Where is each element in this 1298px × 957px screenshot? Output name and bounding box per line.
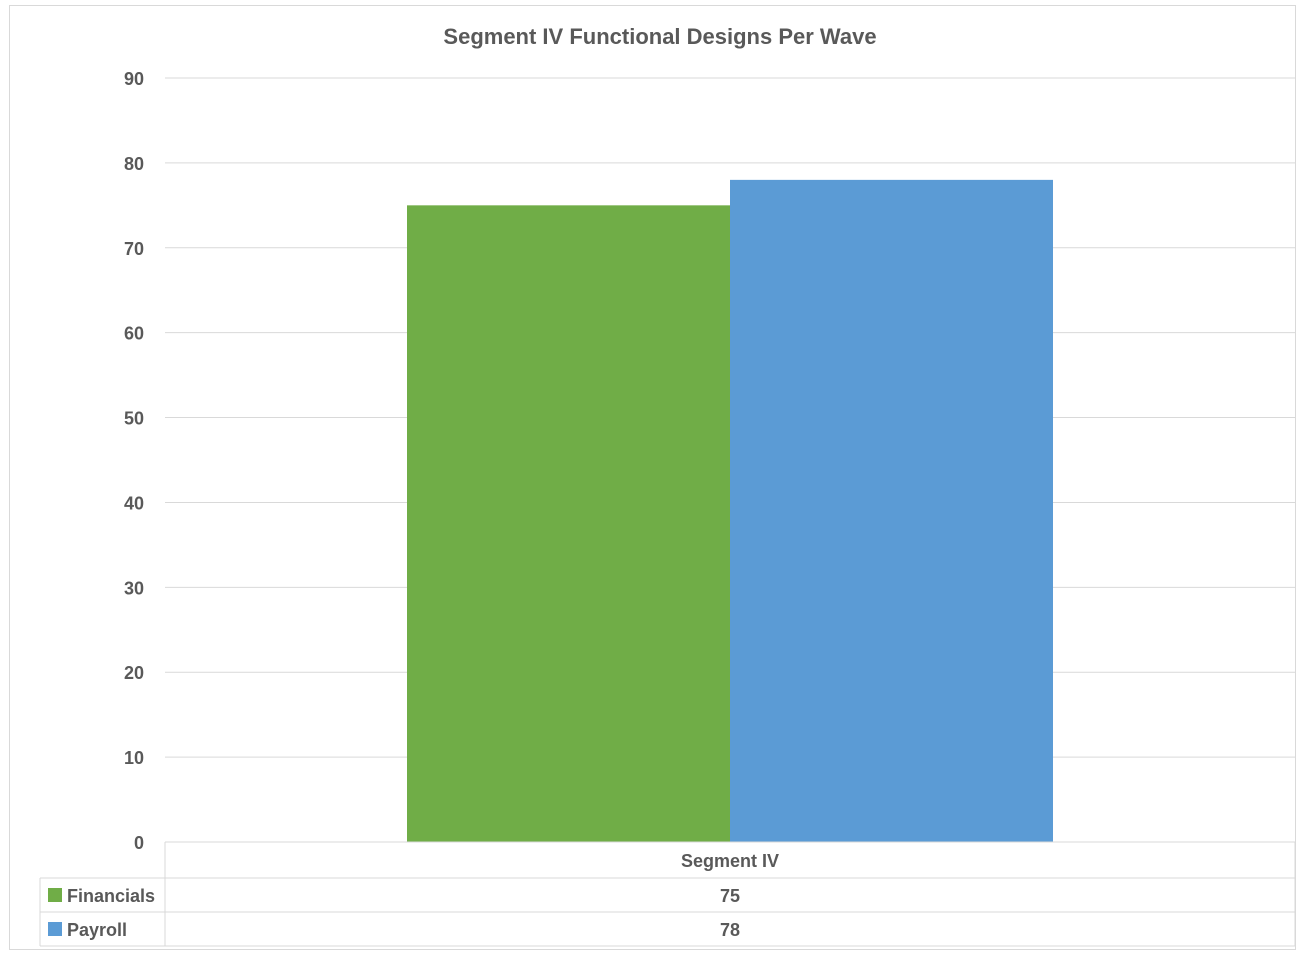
bar-payroll	[730, 179, 1053, 842]
y-axis-ticks: 0 10 20 30 40 50 60 70 80 90	[124, 69, 144, 853]
y-tick-label: 50	[124, 409, 144, 429]
legend-label: Financials	[67, 886, 155, 906]
bars	[407, 179, 1053, 843]
y-tick-label: 60	[124, 324, 144, 344]
y-tick-label: 70	[124, 239, 144, 259]
data-table: Segment IV Financials 75 Payroll 78	[39, 841, 1296, 947]
legend-swatch	[48, 922, 62, 936]
y-tick-label: 80	[124, 154, 144, 174]
legend-swatch	[48, 888, 62, 902]
y-tick-label: 90	[124, 69, 144, 89]
x-category-label: Segment IV	[681, 851, 779, 871]
chart-title: Segment IV Functional Designs Per Wave	[443, 24, 876, 49]
legend-label: Payroll	[67, 920, 127, 940]
bar-financials	[407, 205, 730, 843]
y-tick-label: 0	[134, 833, 144, 853]
y-tick-label: 40	[124, 493, 144, 513]
y-tick-label: 10	[124, 748, 144, 768]
y-tick-label: 30	[124, 578, 144, 598]
y-tick-label: 20	[124, 663, 144, 683]
data-value: 75	[720, 886, 740, 906]
data-value: 78	[720, 920, 740, 940]
